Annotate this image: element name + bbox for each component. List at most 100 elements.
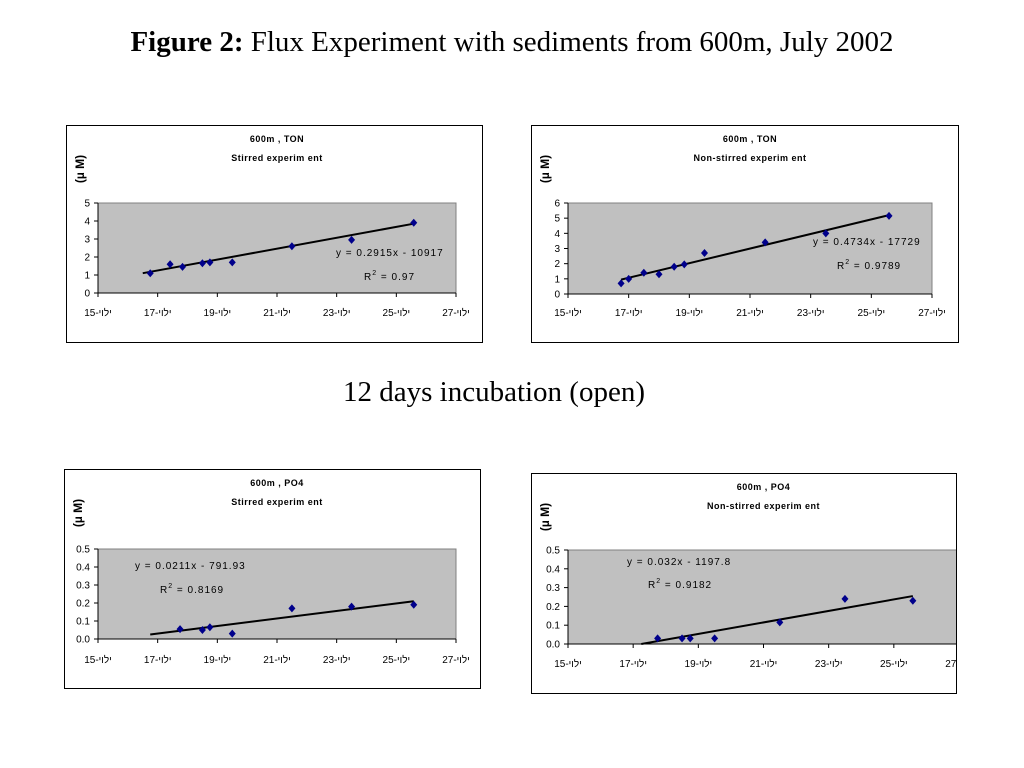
x-tick-label: 17-יולי [619,658,647,670]
figure-label: Figure 2: [130,26,244,58]
data-point [288,604,296,613]
y-tick-label: 0.1 [76,617,90,628]
y-tick-label: 4 [554,229,560,240]
data-point [206,258,214,267]
data-point [198,626,206,634]
x-tick-label: 23-יולי [797,307,825,319]
chart-subtitle: Stirred experim ent [231,497,323,507]
y-tick-label: 0.5 [76,545,90,556]
data-point [228,258,236,267]
y-tick-label: 5 [554,214,560,225]
trend-equation: y = 0.032x - 1197.8 [627,557,731,568]
figure-title: Figure 2: Flux Experiment with sediments… [0,26,1024,59]
trendline [142,222,414,275]
caption: 12 days incubation (open) [0,376,1024,409]
y-axis-label: (µ M) [73,155,87,183]
chart-svg: 600m , TON Stirred experim ent (µ M) 0 1 2 3 4 5… [73,134,470,319]
chart-title: 600m , PO4 [250,478,304,488]
trendline [620,214,890,281]
chart-po4-stirred: 600m , PO4 Stirred experim ent (µ M) 0.0 0.1… [64,469,481,689]
trendline [150,600,414,636]
y-axis-label: (µ M) [538,503,552,531]
y-tick-label: 3 [554,244,560,255]
data-point [776,618,784,627]
y-tick-label: 0.3 [546,583,560,594]
data-point [655,270,663,279]
data-point [841,594,849,603]
y-tick-label: 5 [84,199,90,210]
caption-text: 12 days incubation (open) [342,376,645,408]
x-tick-label: 27-יולי [918,307,946,319]
x-tick-label: 25-יולי [383,307,411,319]
r-squared-sup: 2 [372,270,377,277]
y-axis-label: (µ M) [71,499,85,527]
y-tick-label: 0 [554,290,560,301]
x-tick-label: 25-יולי [383,654,411,666]
y-tick-label: 0.4 [546,564,560,575]
plot-area [97,548,457,640]
chart-svg: 600m , PO4 Non-stirred experim ent (µ M) 0.… [538,482,956,670]
data-point [686,634,694,643]
y-tick-label: 0.0 [76,635,90,646]
r-squared-sup: 2 [168,583,173,590]
data-point [198,259,206,268]
y-tick-label: 1 [84,271,90,282]
data-point [670,262,678,271]
y-tick-label: 0.0 [546,640,560,651]
y-tick-label: 4 [84,217,90,228]
data-point [348,602,356,611]
chart-subtitle: Non-stirred experim ent [707,501,820,511]
x-tick-label: 17-יולי [144,654,172,666]
x-tick-label: 23-יולי [323,307,351,319]
y-tick-label: 0.5 [546,546,560,557]
r-squared-sup: 2 [656,578,661,585]
trend-equation: y = 0.4734x - 17729 [813,237,921,248]
trend-equation: y = 0.2915x - 10917 [336,248,444,259]
data-point [410,218,418,227]
data-point [625,274,633,283]
plot-area [567,549,956,645]
r-squared-sup: 2 [845,259,850,266]
x-tick-label: 17-יולי [615,307,643,319]
data-point [711,634,719,643]
x-tick-label: 19-יולי [676,307,704,319]
r-squared-value: = 0.97 [377,272,415,283]
r-squared-symbol: R [648,580,656,591]
r-squared-symbol: R [160,585,168,596]
data-point [166,260,174,269]
x-tick-label: 23-יולי [323,654,351,666]
data-point [288,242,296,251]
data-point [176,625,184,634]
data-point [206,623,214,632]
r-squared-value: = 0.8169 [173,585,224,596]
chart-svg: 600m , TON Non-stirred experim ent (µ M) 0 1… [538,134,946,319]
r-squared: R2 = 0.8169 [160,583,224,596]
x-tick-label: 15-יולי [84,654,112,666]
x-tick-label: 19-יולי [204,307,232,319]
data-point [348,235,356,244]
y-tick-label: 2 [84,253,90,264]
chart-title: 600m , TON [723,134,777,144]
data-point [410,600,418,609]
y-axis-label: (µ M) [538,155,552,183]
r-squared: R2 = 0.97 [364,270,415,283]
chart-svg: 600m , PO4 Stirred experim ent (µ M) 0.0 0.1… [71,478,470,666]
data-point [885,211,893,220]
data-point [909,596,917,605]
data-point [680,260,688,269]
y-tick-label: 6 [554,199,560,210]
x-tick-label: 15-יולי [84,307,112,319]
r-squared-symbol: R [837,261,845,272]
y-tick-label: 0.3 [76,581,90,592]
x-tick-label: 23-יולי [815,658,843,670]
data-point [678,634,686,643]
y-tick-label: 0.4 [76,563,90,574]
r-squared-value: = 0.9182 [661,580,712,591]
data-point [228,629,236,638]
r-squared: R2 = 0.9182 [648,578,712,591]
x-tick-label: 15-יולי [554,307,582,319]
trendline [641,595,914,645]
data-point [822,229,830,238]
x-tick-label: 25-יולי [858,307,886,319]
x-tick-label: 19-יולי [204,654,232,666]
